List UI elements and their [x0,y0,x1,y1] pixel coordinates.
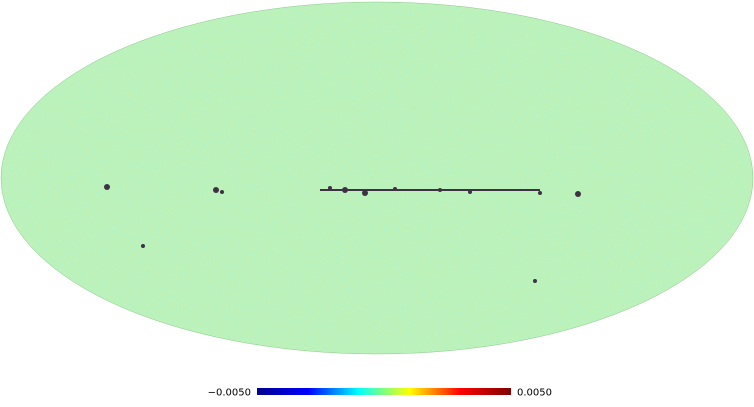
colorbar-label: −0.0050 [208,388,251,399]
colorbar-label: 0.0050 [517,388,552,399]
colorbar-bar [257,388,511,395]
colorbar: −0.0050 0.0050 [208,388,552,399]
sky-map: −0.0050 0.0050 [0,0,754,407]
mollweide-map [0,0,754,356]
noise-field [0,0,754,356]
page: −0.00500.0050 (() => { const data = JSON… [0,0,754,407]
